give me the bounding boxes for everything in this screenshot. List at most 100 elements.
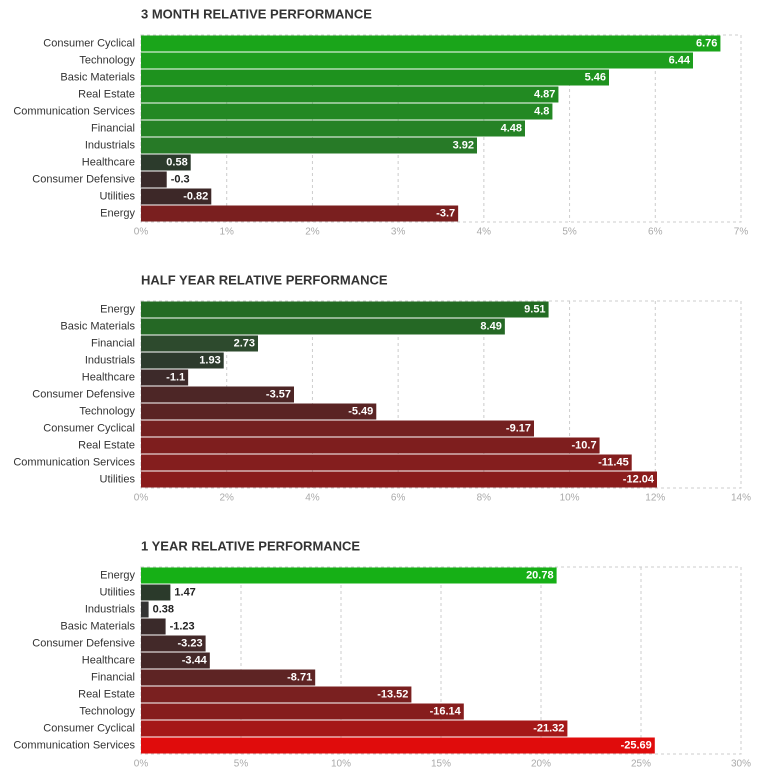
- category-label: Consumer Defensive: [32, 173, 135, 185]
- category-label: Healthcare: [82, 156, 135, 168]
- category-label: Communication Services: [13, 456, 135, 468]
- value-label: -1.1: [166, 371, 185, 383]
- value-label: -8.71: [287, 671, 312, 683]
- value-label: 1.93: [199, 354, 220, 366]
- category-label: Technology: [79, 405, 135, 417]
- bar: [141, 335, 258, 352]
- category-label: Financial: [91, 337, 135, 349]
- category-label: Utilities: [100, 473, 136, 485]
- chart-title: 1 YEAR RELATIVE PERFORMANCE: [141, 538, 360, 553]
- value-label: -3.44: [182, 654, 208, 666]
- x-tick-label: 0%: [134, 759, 149, 770]
- bar: [141, 686, 412, 703]
- category-label: Energy: [100, 303, 135, 315]
- x-tick-label: 1%: [219, 227, 234, 238]
- bar: [141, 618, 166, 635]
- bar: [141, 301, 549, 318]
- x-tick-label: 12%: [645, 493, 665, 504]
- value-label: -10.7: [571, 439, 596, 451]
- bar: [141, 103, 553, 120]
- value-label: 0.58: [166, 156, 187, 168]
- value-label: 3.92: [453, 139, 474, 151]
- category-label: Industrials: [85, 603, 136, 615]
- bar: [141, 386, 294, 403]
- value-label: 5.46: [585, 71, 606, 83]
- value-label: 9.51: [524, 303, 545, 315]
- category-label: Consumer Cyclical: [43, 37, 135, 49]
- category-label: Energy: [100, 569, 135, 581]
- value-label: 8.49: [480, 320, 501, 332]
- x-tick-label: 10%: [331, 759, 351, 770]
- value-label: -9.17: [506, 422, 531, 434]
- value-label: 4.87: [534, 88, 555, 100]
- value-label: -3.7: [436, 207, 455, 219]
- category-label: Real Estate: [78, 88, 135, 100]
- value-label: -21.32: [533, 722, 564, 734]
- chart-title: HALF YEAR RELATIVE PERFORMANCE: [141, 272, 388, 287]
- x-tick-label: 20%: [531, 759, 551, 770]
- plot-border: [140, 300, 742, 489]
- x-tick-label: 6%: [648, 227, 663, 238]
- bar: [141, 318, 505, 335]
- category-label: Energy: [100, 207, 135, 219]
- x-tick-label: 4%: [305, 493, 320, 504]
- category-label: Technology: [79, 54, 135, 66]
- value-label: -13.52: [377, 688, 408, 700]
- value-label: 4.48: [501, 122, 522, 134]
- bar: [141, 652, 210, 669]
- category-label: Financial: [91, 671, 135, 683]
- bar: [141, 403, 377, 420]
- value-label: -25.69: [621, 739, 652, 751]
- x-tick-label: 4%: [477, 227, 492, 238]
- bar: [141, 137, 477, 154]
- bar: [141, 120, 525, 137]
- category-label: Basic Materials: [60, 71, 135, 83]
- chart-title: 3 MONTH RELATIVE PERFORMANCE: [141, 6, 372, 21]
- bar: [141, 420, 534, 437]
- category-label: Basic Materials: [60, 320, 135, 332]
- value-label: -3.57: [266, 388, 291, 400]
- bar: [141, 369, 189, 386]
- bar: [141, 188, 212, 205]
- bar: [141, 567, 557, 584]
- category-label: Real Estate: [78, 688, 135, 700]
- x-tick-label: 5%: [234, 759, 249, 770]
- value-label: -5.49: [348, 405, 373, 417]
- value-label: -0.3: [171, 173, 190, 185]
- value-label: -0.82: [183, 190, 208, 202]
- bar: [141, 352, 224, 369]
- category-label: Industrials: [85, 354, 136, 366]
- value-label: -3.23: [178, 637, 203, 649]
- value-label: 20.78: [526, 569, 554, 581]
- bar: [141, 703, 464, 720]
- bar: [141, 720, 568, 737]
- value-label: -11.45: [598, 456, 629, 468]
- category-label: Technology: [79, 705, 135, 717]
- x-tick-label: 2%: [305, 227, 320, 238]
- value-label: -16.14: [430, 705, 462, 717]
- category-label: Utilities: [100, 190, 136, 202]
- x-tick-label: 10%: [560, 493, 580, 504]
- x-tick-label: 30%: [731, 759, 751, 770]
- value-label: 1.47: [174, 586, 195, 598]
- x-tick-label: 7%: [734, 227, 749, 238]
- bar: [141, 635, 206, 652]
- category-label: Basic Materials: [60, 620, 135, 632]
- x-tick-label: 14%: [731, 493, 751, 504]
- x-tick-label: 5%: [562, 227, 577, 238]
- bar: [141, 737, 655, 754]
- value-label: -12.04: [623, 473, 655, 485]
- x-tick-label: 6%: [391, 493, 406, 504]
- bar: [141, 35, 721, 52]
- category-label: Consumer Cyclical: [43, 722, 135, 734]
- bar: [141, 86, 559, 103]
- category-label: Consumer Cyclical: [43, 422, 135, 434]
- x-tick-label: 3%: [391, 227, 406, 238]
- category-label: Communication Services: [13, 105, 135, 117]
- category-label: Real Estate: [78, 439, 135, 451]
- value-label: -1.23: [170, 620, 195, 632]
- bar: [141, 584, 171, 601]
- category-label: Consumer Defensive: [32, 637, 135, 649]
